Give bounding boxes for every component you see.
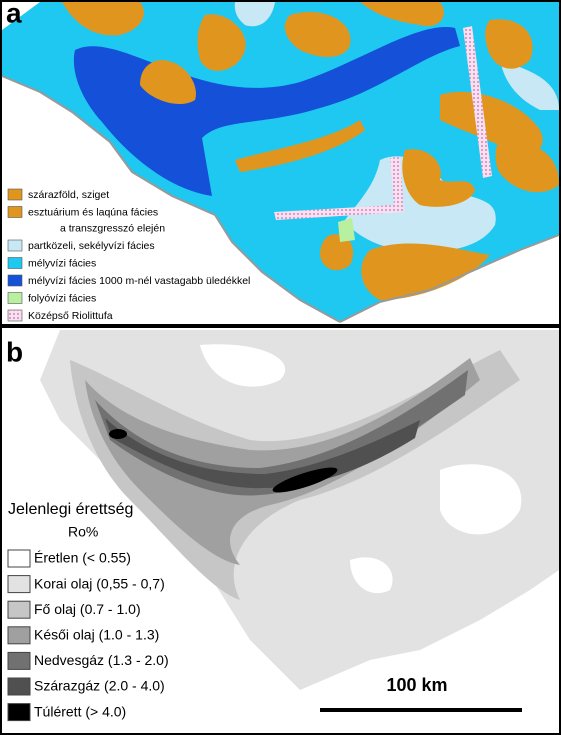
maturity-zone xyxy=(109,429,127,439)
legend-swatch xyxy=(7,703,31,722)
legend-swatch xyxy=(7,292,23,304)
legend-swatch xyxy=(7,239,23,252)
legend-label: mélyvízi fácies xyxy=(28,257,96,269)
maturity-zone xyxy=(85,358,480,565)
legend-swatch xyxy=(7,575,31,594)
legend-label: szárazföld, sziget xyxy=(28,189,109,201)
legend-label: Szárazgáz (2.0 - 4.0) xyxy=(34,678,165,694)
legend-swatch xyxy=(7,549,31,568)
land xyxy=(495,140,559,193)
shallow-water xyxy=(234,2,275,27)
panel-b: b Jelenlegi érettség Ro% Éretlen (< 0.55… xyxy=(0,326,561,735)
legend-label: a transzgresszó elején xyxy=(60,222,165,234)
panel-a: a szárazföld, sziget esztuárium és laqúna… xyxy=(0,0,561,326)
legend-label: partközeli, sekélyvízi fácies xyxy=(28,240,155,252)
tuff xyxy=(274,157,404,220)
legend-label: Nedvesgáz (1.3 - 2.0) xyxy=(34,652,169,668)
legend-swatch xyxy=(7,206,23,218)
legend-swatch xyxy=(7,274,23,287)
land xyxy=(360,2,444,26)
legend-swatch xyxy=(7,626,31,645)
land xyxy=(440,91,543,154)
tuff xyxy=(463,26,492,178)
legend-label: Késői olaj (1.0 - 1.3) xyxy=(34,627,159,643)
legend-label: Éretlen (< 0.55) xyxy=(34,550,131,566)
shallow-water xyxy=(500,60,559,110)
maturity-zone xyxy=(105,418,420,489)
legend-label: mélyvízi fácies 1000 m-nél vastagabb üle… xyxy=(28,275,250,287)
river xyxy=(338,218,355,242)
land xyxy=(284,11,351,57)
land xyxy=(485,19,533,69)
legend-label: Fő olaj (0.7 - 1.0) xyxy=(34,601,141,617)
legend: Éretlen (< 0.55) Korai olaj (0,55 - 0,7) F… xyxy=(7,549,169,722)
legend-label: Túlérett (> 4.0) xyxy=(34,703,126,719)
border xyxy=(1,75,560,323)
legend-swatch xyxy=(7,257,23,269)
legend-title: Jelenlegi érettség xyxy=(8,501,133,518)
land xyxy=(62,2,144,36)
legend-subtitle: Ro% xyxy=(68,524,98,540)
land xyxy=(320,234,354,271)
legend-label: folyóvízi fácies xyxy=(28,292,96,304)
legend-swatch xyxy=(7,651,31,670)
legend-label: Korai olaj (0,55 - 0,7) xyxy=(34,575,165,591)
legend-swatch xyxy=(7,188,23,201)
legend-swatch-pattern xyxy=(8,310,22,321)
scale-bar-label: 100 km xyxy=(386,675,447,695)
legend-swatch xyxy=(7,600,31,619)
land xyxy=(235,120,365,172)
very-deep-water xyxy=(73,26,460,196)
legend-swatch xyxy=(7,677,31,696)
land xyxy=(402,149,475,207)
maturity-zone xyxy=(200,344,522,594)
panel-label: a xyxy=(6,0,22,28)
legend-label: Középső Riolittufa xyxy=(28,310,113,322)
legend-label: esztuárium és laqúna fácies xyxy=(28,206,158,218)
legend: szárazföld, sziget esztuárium és laqúna f… xyxy=(7,188,250,322)
land xyxy=(197,14,246,71)
land xyxy=(361,243,490,300)
panel-label: b xyxy=(6,336,23,367)
land xyxy=(140,60,196,105)
maturity-zone xyxy=(272,467,338,493)
